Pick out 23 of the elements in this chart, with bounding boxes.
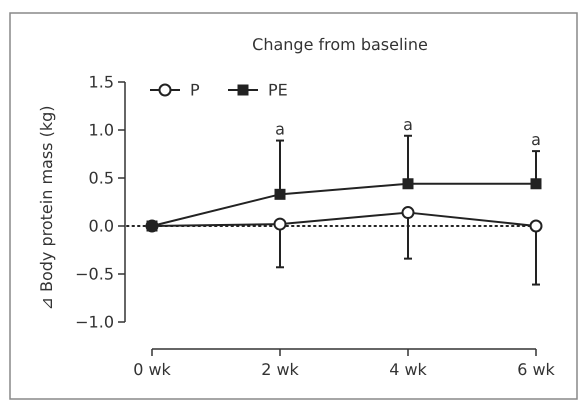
point	[402, 178, 414, 190]
x-tick-label: 0 wk	[133, 360, 172, 379]
y-tick-label: 1.0	[88, 120, 114, 140]
y-tick-label: 0.0	[88, 216, 114, 236]
point	[530, 220, 542, 232]
chart-title: Change from baseline	[252, 35, 428, 54]
annotation: a	[275, 120, 285, 139]
y-tick-label: 0.5	[88, 168, 114, 188]
point	[274, 218, 286, 231]
point	[274, 188, 286, 200]
y-axis-title: ⊿ Body protein mass (kg)	[37, 106, 56, 310]
y-tick-label: −0.5	[75, 264, 114, 284]
y-tick-label: −1.0	[75, 312, 114, 332]
point	[402, 206, 414, 220]
x-tick-label: 6 wk	[517, 360, 556, 379]
x-tick-label: 2 wk	[261, 360, 300, 379]
y-tick-label: 1.5	[88, 72, 114, 92]
legend-label: P	[190, 80, 200, 100]
point	[530, 178, 542, 190]
legend-label: PE	[268, 80, 288, 100]
x-tick-label: 4 wk	[389, 360, 428, 379]
annotation: a	[403, 114, 413, 134]
annotation: a	[531, 130, 541, 150]
